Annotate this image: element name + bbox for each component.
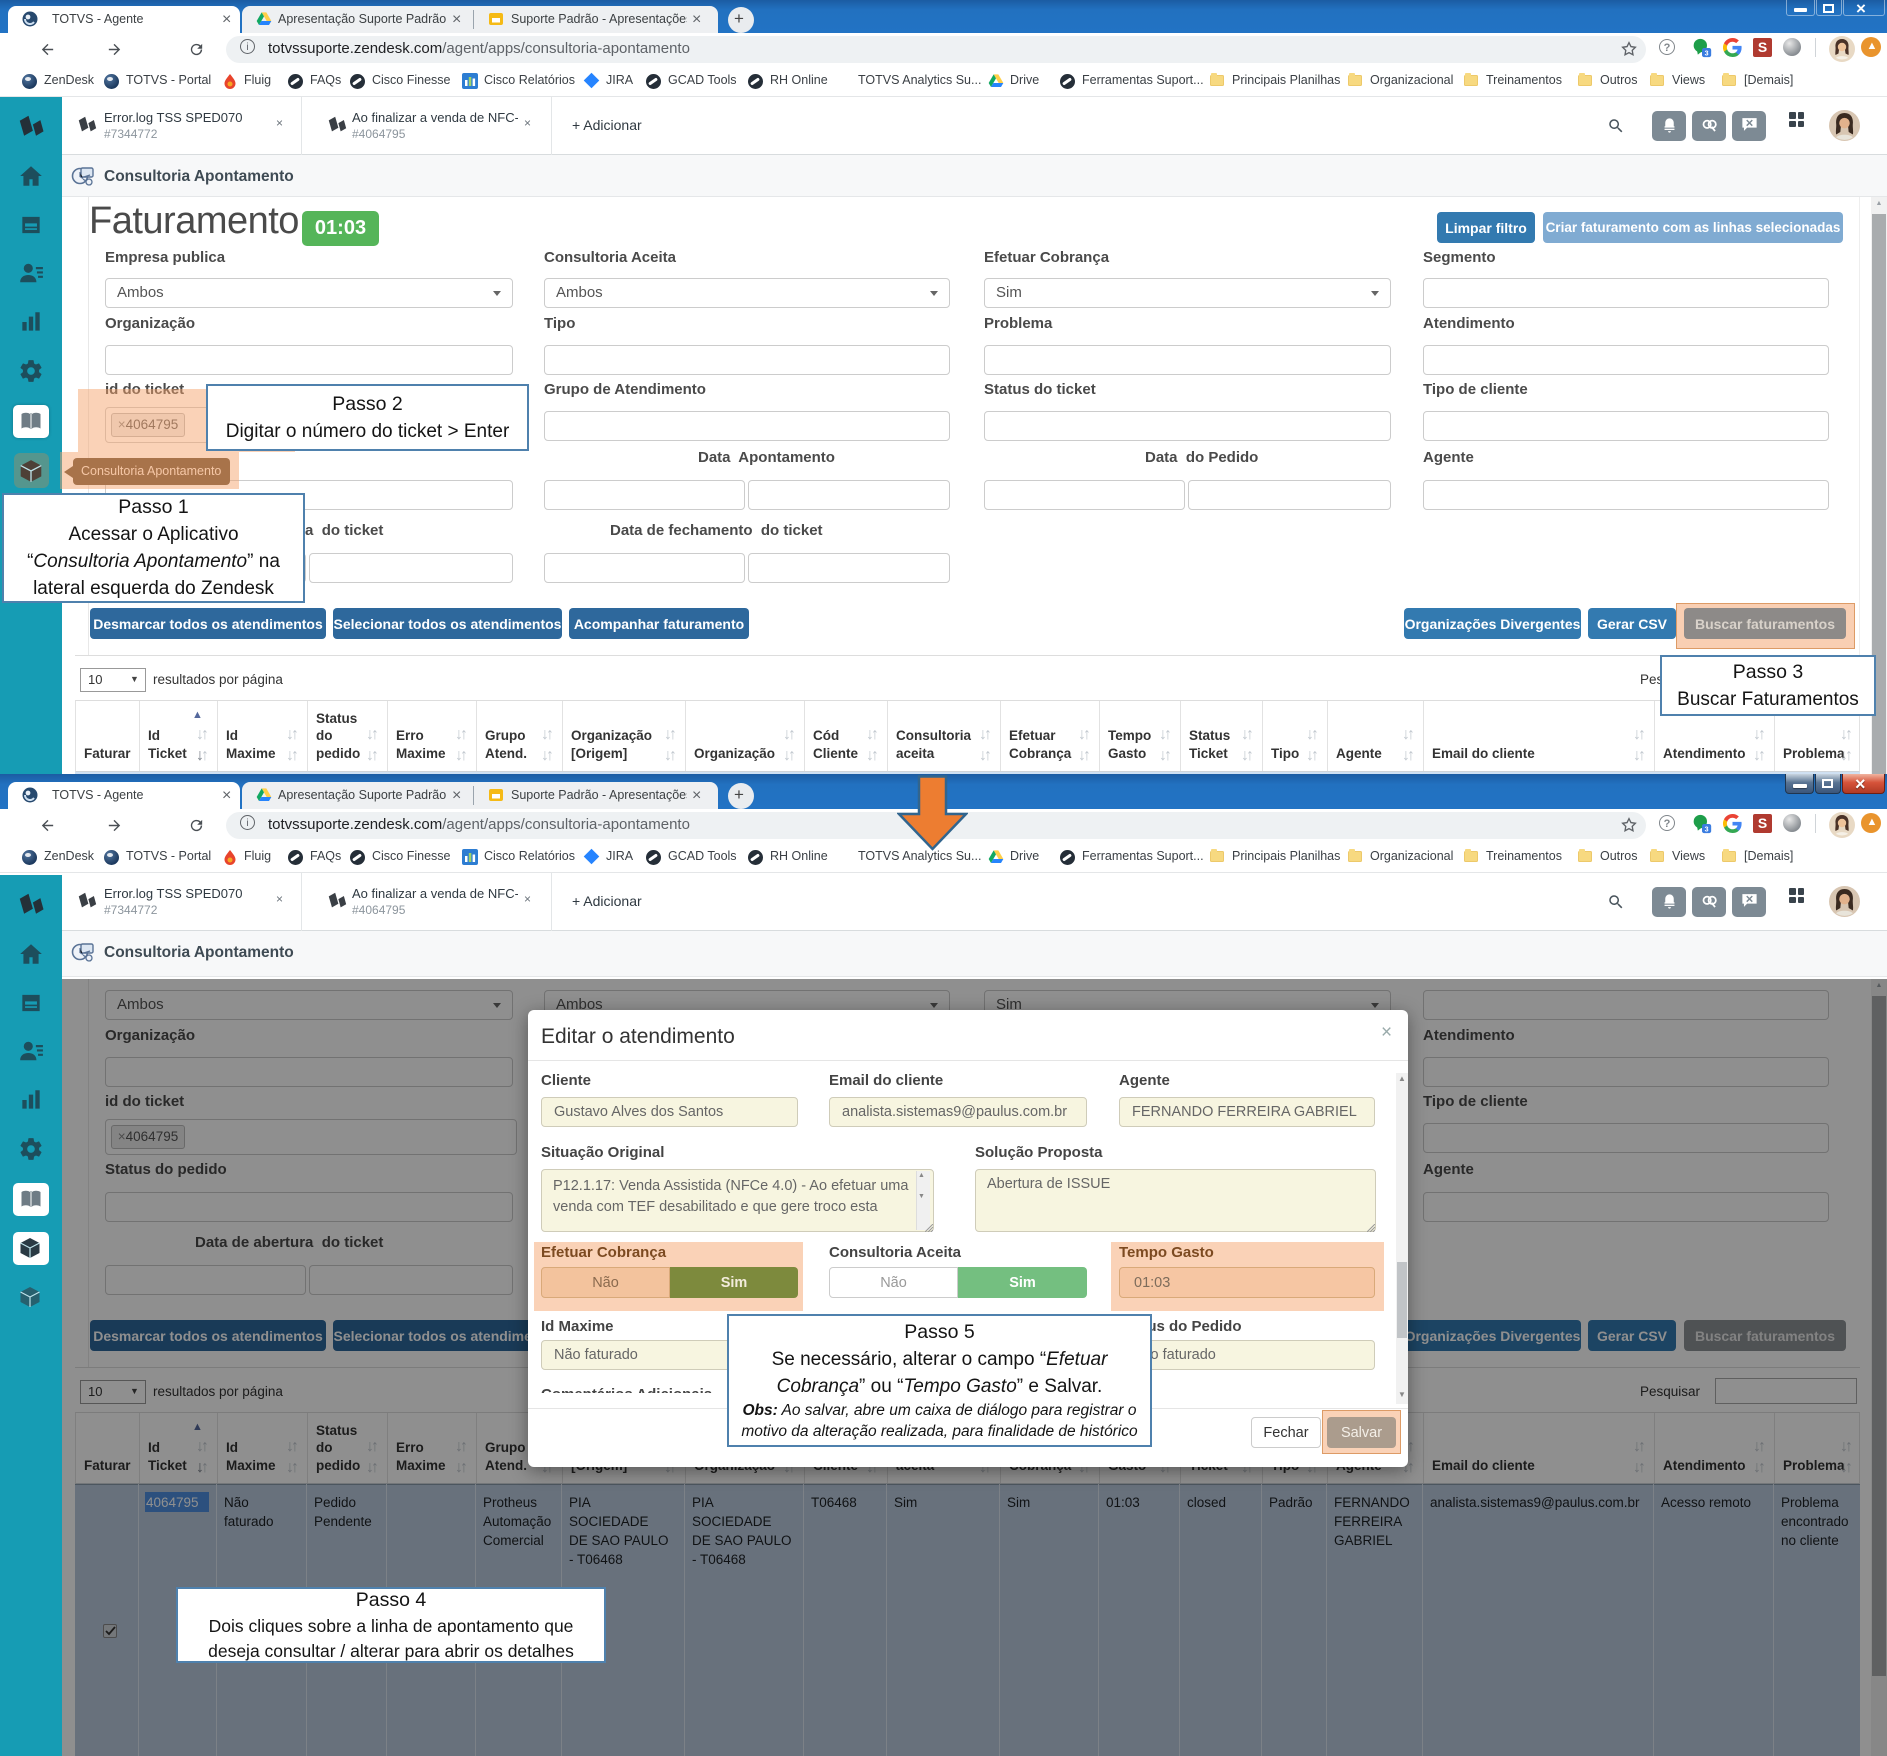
svg-text:3: 3 xyxy=(1705,825,1709,833)
svg-text:3: 3 xyxy=(1705,49,1709,57)
